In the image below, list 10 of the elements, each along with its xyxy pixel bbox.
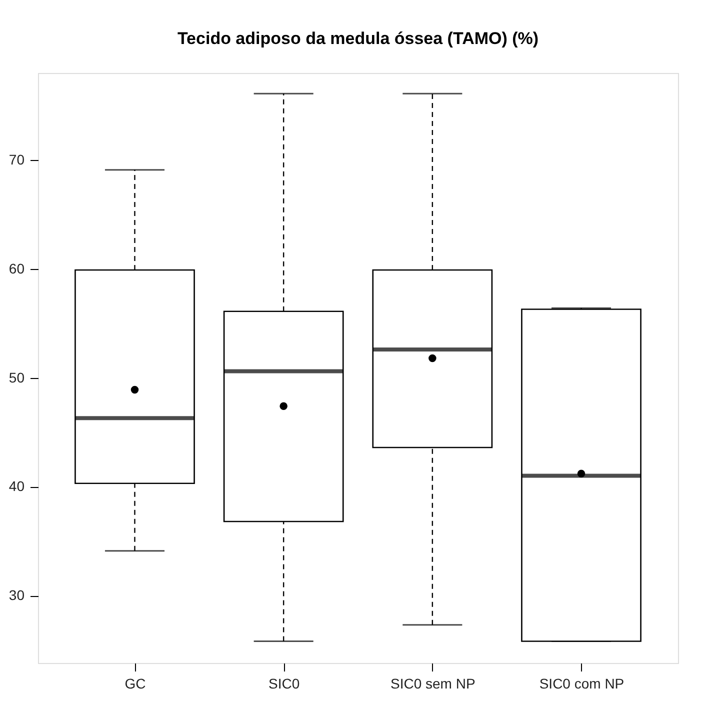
y-tick-label: 40 — [8, 478, 25, 494]
y-tick-label: 50 — [8, 369, 25, 386]
x-tick-label: SIC0 com NP — [539, 676, 624, 692]
y-tick-label: 60 — [8, 260, 25, 276]
x-tick-label: SIC0 — [268, 676, 300, 692]
x-tick-label: GC — [124, 676, 146, 692]
y-tick-label: 70 — [8, 152, 25, 168]
y-tick-label: 30 — [8, 587, 25, 604]
chart-title: Tecido adiposo da medula óssea (TAMO) (%) — [177, 29, 539, 48]
x-tick-label: SIC0 sem NP — [390, 676, 476, 692]
